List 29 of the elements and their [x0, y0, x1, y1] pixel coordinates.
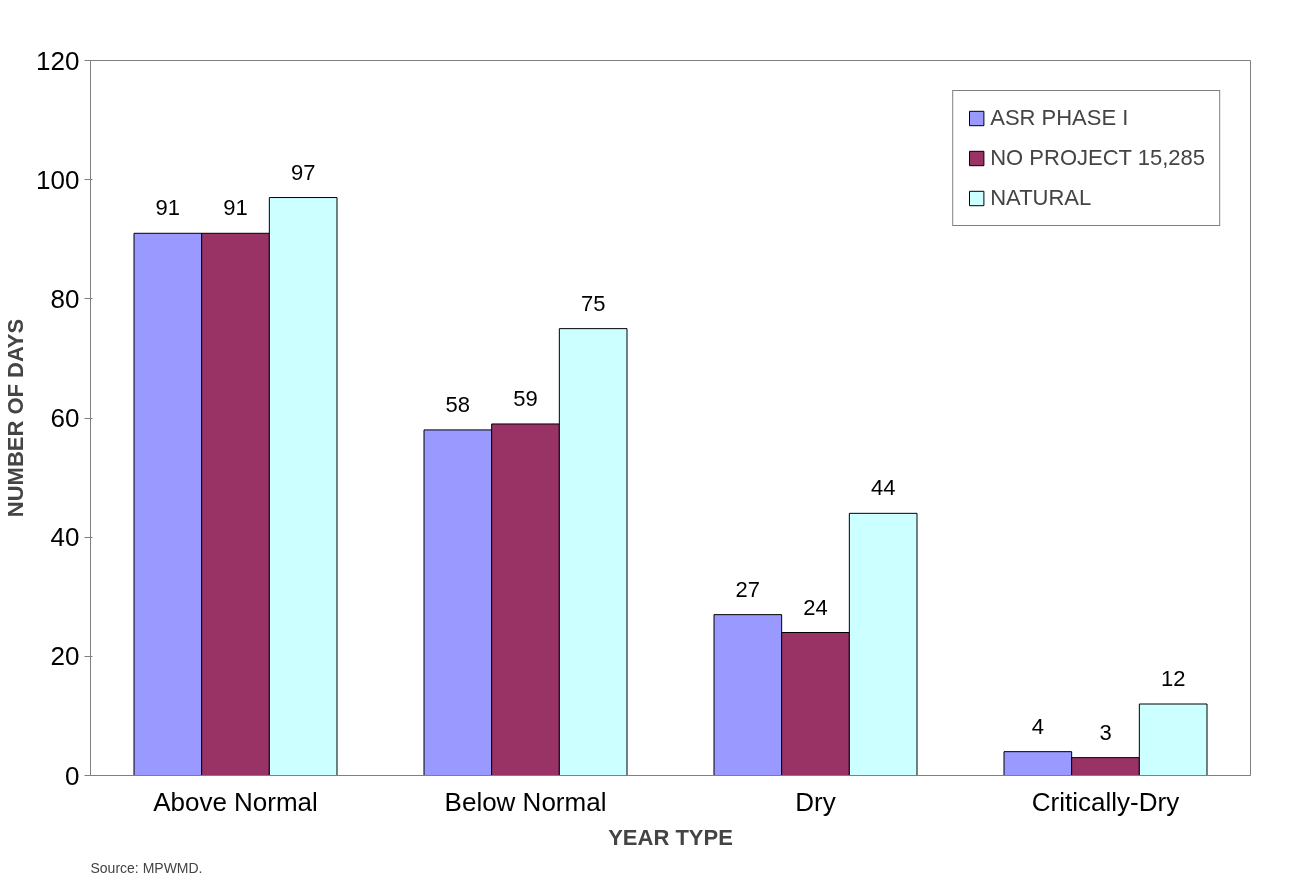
data-label: 91	[223, 195, 248, 221]
source-note: Source: MPWMD.	[90, 859, 203, 876]
legend-label: NATURAL	[990, 185, 1092, 211]
data-label: 97	[290, 159, 316, 185]
data-label: 27	[735, 576, 761, 602]
legend-label: ASR PHASE I	[990, 105, 1129, 131]
data-label: 59	[513, 386, 538, 412]
data-label: 58	[445, 392, 471, 418]
x-tick-label: Critically-Dry	[1031, 786, 1180, 817]
data-label: 3	[1099, 719, 1112, 745]
y-tick-label: 0	[65, 760, 80, 791]
y-tick-label: 20	[50, 641, 80, 672]
x-tick-label: Below Normal	[444, 786, 607, 817]
data-label: 4	[1031, 713, 1044, 739]
y-tick-label: 120	[36, 45, 80, 76]
data-label: 75	[580, 290, 606, 316]
y-tick-label: 80	[50, 283, 80, 314]
data-label: 24	[803, 594, 828, 620]
x-axis-title: YEAR TYPE	[608, 824, 733, 850]
data-label: 91	[155, 195, 181, 221]
legend-label: NO PROJECT 15,285	[990, 145, 1205, 171]
y-tick-label: 100	[36, 164, 80, 195]
y-tick-label: 40	[50, 522, 80, 553]
data-label: 44	[870, 475, 896, 501]
x-tick-label: Above Normal	[153, 786, 318, 817]
x-tick-label: Dry	[795, 786, 836, 817]
data-label: 12	[1160, 666, 1186, 692]
y-axis-title: NUMBER OF DAYS	[3, 318, 29, 518]
y-tick-label: 60	[50, 403, 80, 433]
